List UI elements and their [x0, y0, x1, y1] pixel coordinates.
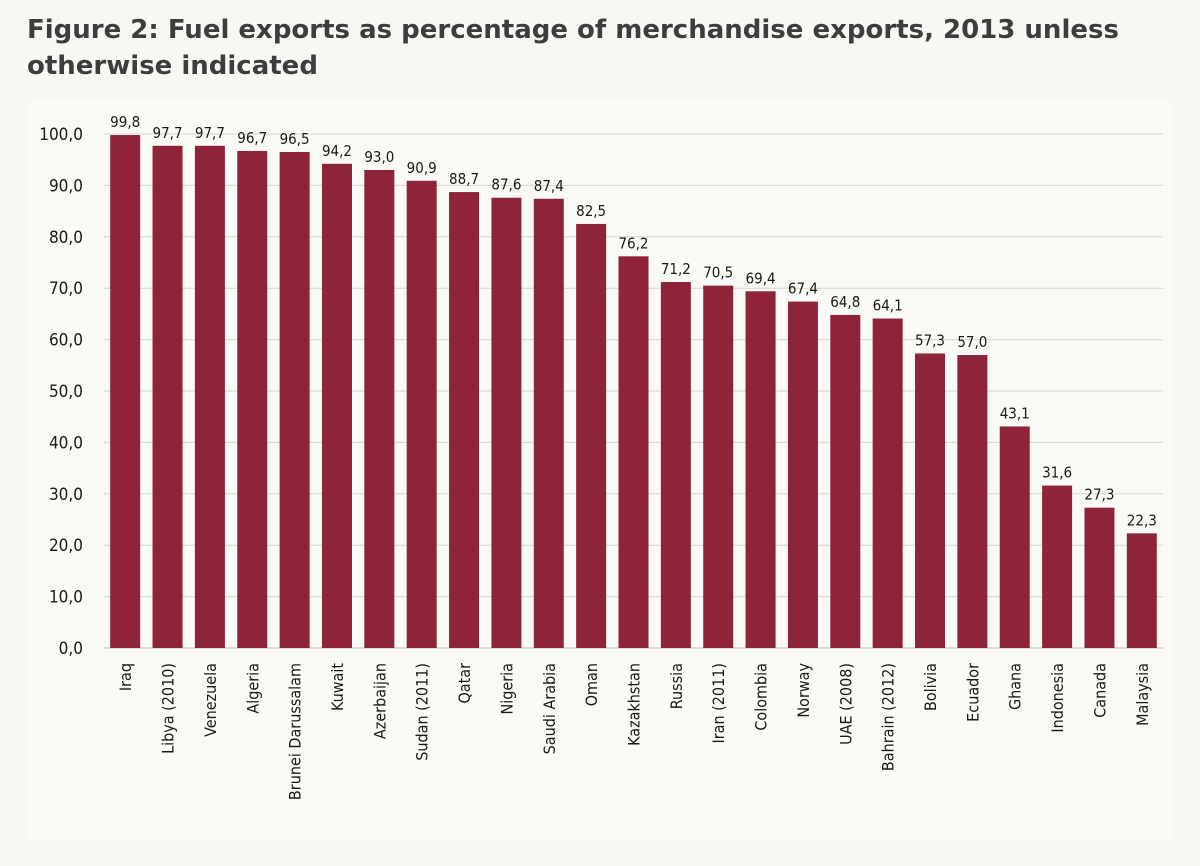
category-label: Saudi Arabia: [540, 663, 559, 754]
bar: [915, 353, 946, 648]
data-label: 71,2: [661, 260, 691, 278]
bar: [279, 151, 310, 649]
data-labels: 99,8 97,7 97,7 96,7 96,5 94,2 93,0 90,9 88,7 87,6…: [110, 113, 1157, 529]
bar: [999, 426, 1030, 648]
data-label: 87,6: [491, 176, 521, 194]
category-label: Iraq: [116, 663, 135, 691]
data-label: 70,5: [703, 264, 733, 282]
y-tick-label: 60,0: [49, 331, 83, 351]
bar: [660, 282, 691, 648]
bar: [957, 355, 988, 648]
data-label: 57,0: [957, 333, 987, 351]
data-label: 90,9: [407, 159, 437, 177]
data-label: 43,1: [1000, 404, 1030, 422]
category-label: Ghana: [1006, 663, 1025, 710]
bar: [491, 197, 522, 648]
category-label: Russia: [667, 663, 686, 709]
category-label: Iran (2011): [709, 663, 728, 744]
bar: [1084, 507, 1115, 648]
category-label: Azerbaijan: [370, 663, 389, 739]
bar: [1126, 533, 1157, 648]
category-label: Kuwait: [328, 663, 347, 711]
data-label: 82,5: [576, 202, 606, 220]
data-label: 76,2: [618, 234, 648, 252]
category-label: Oman: [582, 663, 601, 706]
y-axis-ticks: 0,0 10,0 20,0 30,0 40,0 50,0 60,0 70,0 80,0 90,0 1…: [39, 125, 83, 659]
bar: [533, 198, 564, 648]
data-label: 93,0: [364, 148, 394, 166]
bar: [237, 150, 268, 648]
data-label: 97,7: [153, 124, 183, 142]
bar: [321, 163, 352, 648]
y-tick-label: 30,0: [49, 485, 83, 505]
y-tick-label: 80,0: [49, 228, 83, 248]
category-label: Bahrain (2012): [879, 663, 898, 771]
y-tick-label: 100,0: [39, 125, 83, 145]
data-label: 94,2: [322, 142, 352, 160]
bar: [364, 169, 395, 648]
y-tick-label: 40,0: [49, 433, 83, 453]
bars: [110, 135, 1157, 649]
category-label: Venezuela: [201, 663, 220, 737]
x-axis-categories: Iraq Libya (2010) Venezuela Algeria Brunei D…: [116, 663, 1152, 801]
bar: [406, 180, 437, 649]
y-tick-label: 70,0: [49, 279, 83, 299]
category-label: UAE (2008): [836, 663, 855, 745]
category-label: Libya (2010): [159, 663, 178, 754]
chart-title: Figure 2: Fuel exports as percentage of …: [27, 15, 1119, 81]
category-label: Sudan (2011): [413, 663, 432, 761]
bar: [110, 135, 141, 648]
data-label: 67,4: [788, 280, 818, 298]
data-label: 31,6: [1042, 464, 1072, 482]
chart-panel: 0,0 10,0 20,0 30,0 40,0 50,0 60,0 70,0 80,0 90,0 1…: [27, 99, 1173, 841]
data-label: 88,7: [449, 170, 479, 188]
category-label: Brunei Darussalam: [286, 663, 305, 800]
data-label: 22,3: [1127, 511, 1157, 529]
category-label: Indonesia: [1048, 663, 1067, 733]
data-label: 96,7: [237, 129, 267, 147]
bar: [872, 318, 903, 648]
data-label: 64,8: [830, 293, 860, 311]
bar: [1042, 485, 1073, 648]
data-label: 27,3: [1084, 486, 1114, 504]
bar: [194, 145, 225, 648]
category-label: Algeria: [243, 663, 262, 714]
bar: [745, 291, 776, 648]
bar: [152, 145, 183, 648]
data-label: 64,1: [873, 297, 903, 315]
data-label: 99,8: [110, 113, 140, 131]
category-label: Colombia: [752, 663, 771, 731]
bar-chart: 0,0 10,0 20,0 30,0 40,0 50,0 60,0 70,0 80,0 90,0 1…: [39, 113, 1163, 801]
data-label: 96,5: [280, 130, 310, 148]
y-tick-label: 20,0: [49, 536, 83, 556]
category-label: Kazakhstan: [625, 663, 644, 746]
data-label: 87,4: [534, 177, 564, 195]
bar: [703, 285, 734, 648]
bar: [618, 256, 649, 648]
data-label: 97,7: [195, 124, 225, 142]
bar: [576, 223, 607, 648]
category-label: Norway: [794, 663, 813, 718]
category-label: Qatar: [455, 663, 474, 704]
category-label: Malaysia: [1133, 663, 1152, 726]
bar: [830, 314, 861, 648]
y-tick-label: 0,0: [59, 639, 83, 659]
category-label: Ecuador: [963, 663, 982, 722]
category-label: Bolivia: [921, 663, 940, 711]
data-label: 57,3: [915, 331, 945, 349]
category-label: Canada: [1090, 663, 1109, 718]
bar: [449, 192, 480, 648]
y-tick-label: 50,0: [49, 382, 83, 402]
y-tick-label: 10,0: [49, 588, 83, 608]
y-tick-label: 90,0: [49, 176, 83, 196]
data-label: 69,4: [746, 269, 776, 287]
bar: [787, 301, 818, 648]
category-label: Nigeria: [497, 663, 516, 715]
